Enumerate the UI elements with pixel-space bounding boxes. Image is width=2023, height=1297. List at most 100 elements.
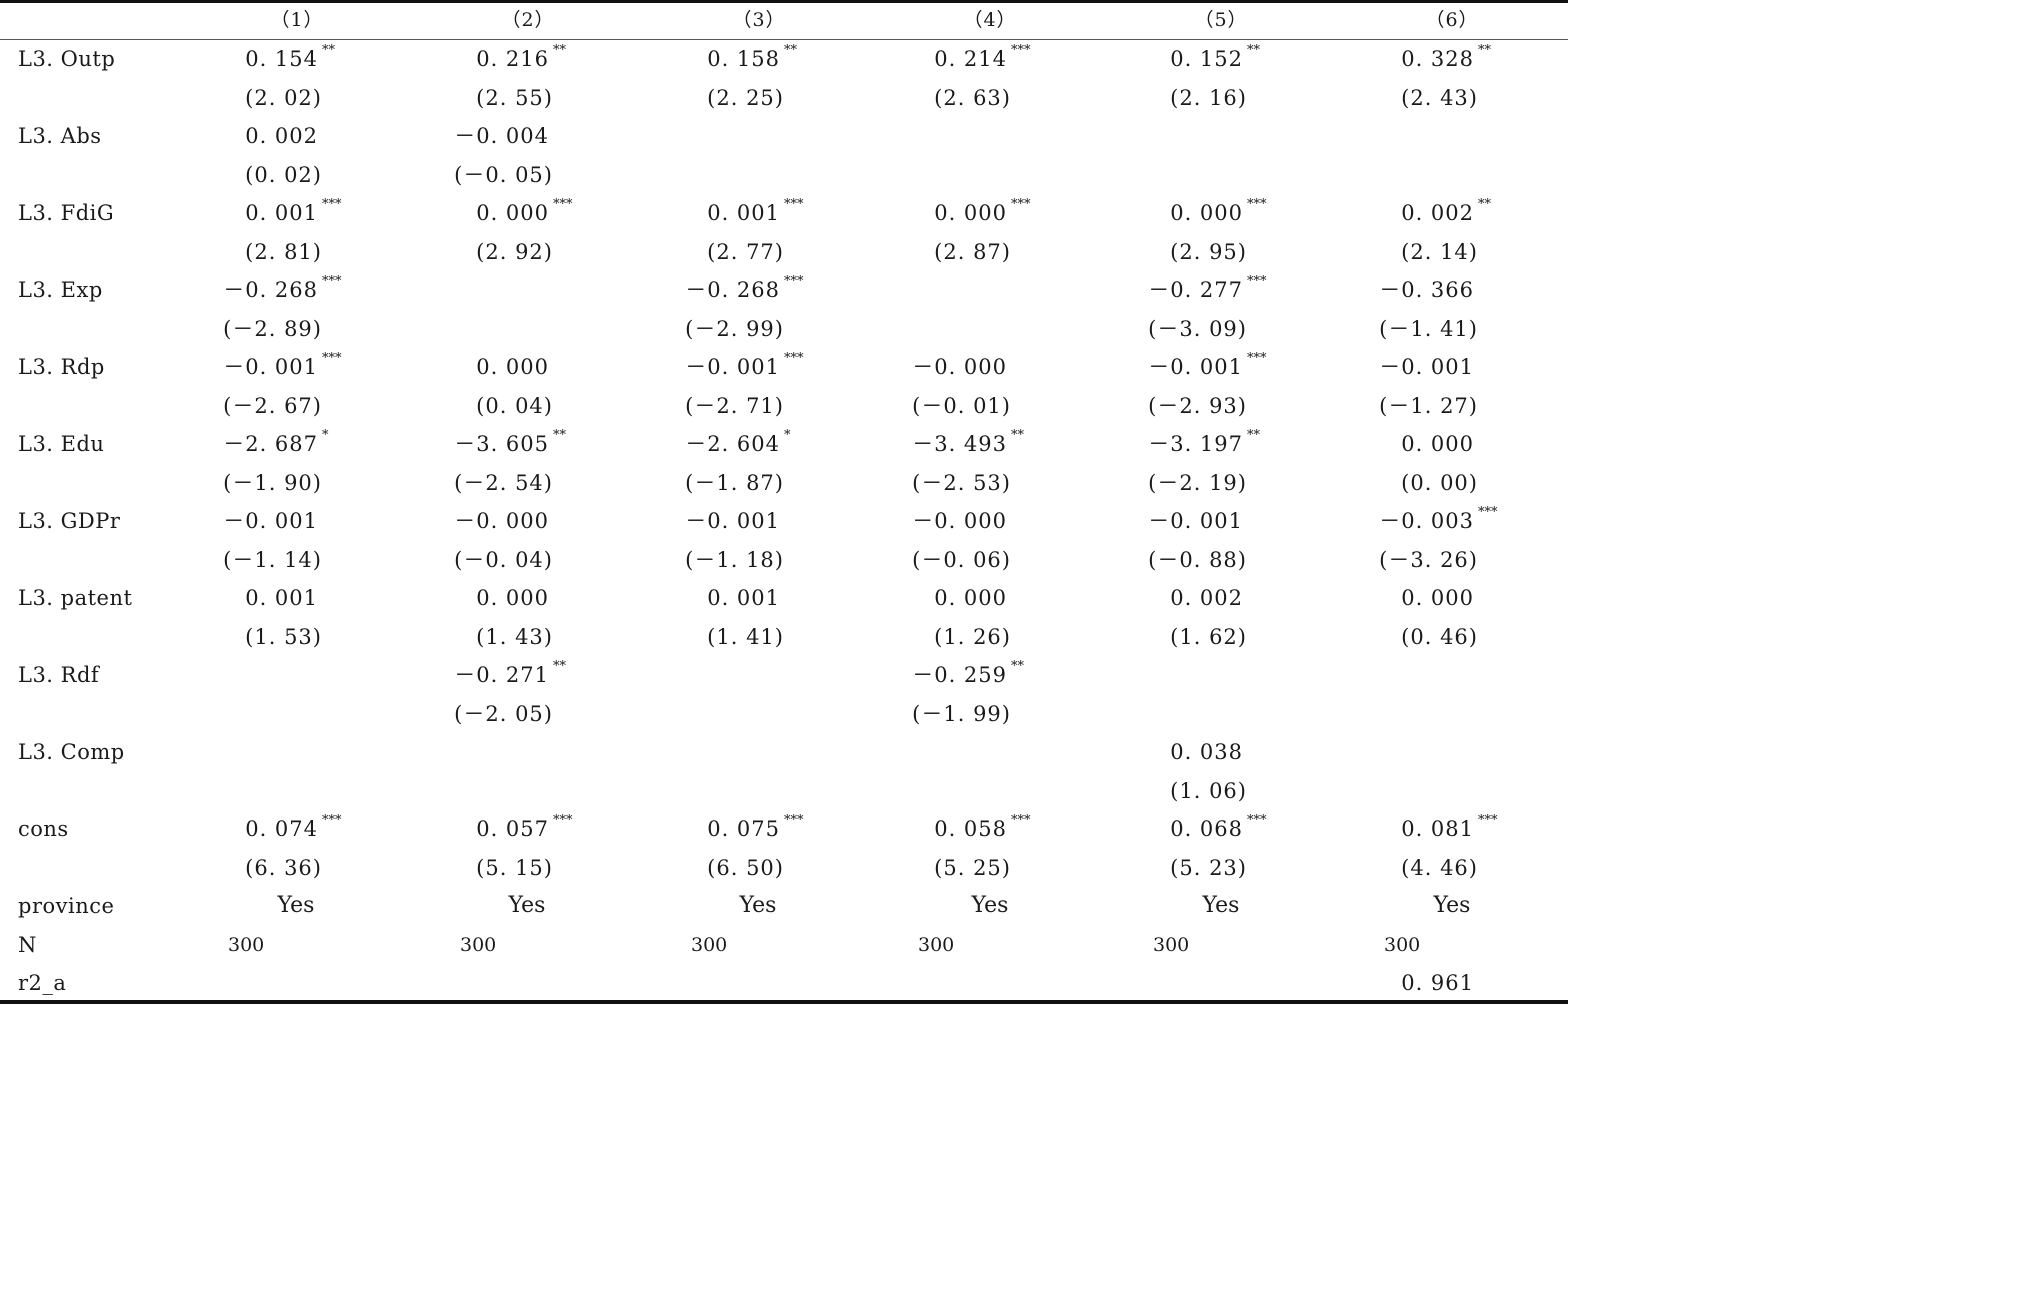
observations-cell: 300	[228, 934, 265, 956]
significance-stars: ***	[1247, 813, 1267, 828]
coefficient-value: 0. 001	[707, 586, 780, 610]
significance-stars: **	[1478, 43, 1491, 58]
coefficient-cell: 0. 214 ***	[934, 40, 1030, 78]
coefficient-cell: 0. 068 ***	[1170, 810, 1266, 848]
t-statistic-cell: (6. 36)	[245, 856, 322, 880]
significance-stars: ***	[553, 813, 573, 828]
coefficient-value: －2. 687 *	[223, 425, 328, 463]
header-rule	[0, 39, 1568, 40]
column-header: （5）	[1194, 9, 1248, 31]
coefficient-value: －0. 001 ***	[685, 348, 803, 386]
coefficient-value: 0. 152 **	[1170, 40, 1260, 78]
coefficient-value: 0. 001 ***	[707, 194, 803, 232]
coefficient-cell: 0. 000	[476, 348, 549, 386]
coefficient-cell: 0. 000	[1401, 579, 1474, 617]
significance-stars: ***	[784, 274, 804, 289]
coefficient-value: －0. 000	[912, 355, 1007, 379]
t-statistic-row: (－1. 14) (－0. 04) (－1. 18) (－0. 06) (－0. 88)…	[0, 541, 1568, 579]
coefficient-row: L3. Rdp －0. 001 *** 0. 000 －0. 001 *** －0. 000…	[0, 348, 1568, 386]
coefficient-value: 0. 038	[1170, 740, 1243, 764]
province-fixed-effect-cell: Yes	[508, 893, 546, 918]
t-statistic-cell: (－1. 27)	[1379, 394, 1478, 418]
t-statistic-row: (－2. 89) (－2. 99) (－3. 09) (－1. 41)	[0, 310, 1568, 348]
t-statistic-cell: (2. 92)	[476, 240, 553, 264]
coefficient-value: 0. 002 **	[1401, 194, 1491, 232]
coefficient-cell: 0. 075 ***	[707, 810, 803, 848]
t-statistic-cell: (－2. 99)	[685, 317, 784, 341]
coefficient-cell: 0. 001 ***	[245, 194, 341, 232]
t-statistic-row: (0. 02) (－0. 05)	[0, 156, 1568, 194]
t-statistic-cell: (－2. 19)	[1148, 471, 1247, 495]
row-label: province	[18, 894, 115, 918]
coefficient-cell: －0. 001	[223, 502, 318, 540]
coefficient-cell: 0. 000	[934, 579, 1007, 617]
t-statistic-cell: (－2. 71)	[685, 394, 784, 418]
t-statistic-cell: (－0. 88)	[1148, 548, 1247, 572]
coefficient-row: L3. patent 0. 001 0. 000 0. 001 0. 000 0. 002…	[0, 579, 1568, 617]
row-label: L3. Comp	[18, 740, 125, 764]
t-statistic-cell: (2. 14)	[1401, 240, 1478, 264]
column-header: （1）	[270, 9, 324, 31]
significance-stars: ***	[1247, 274, 1267, 289]
regression-table: （1） （2） （3） （4） （5） （6） L3. Outp 0. 154 **…	[0, 0, 1568, 1004]
coefficient-cell: 0. 058 ***	[934, 810, 1030, 848]
coefficient-cell: －0. 004	[454, 117, 549, 155]
t-statistic-cell: (－1. 18)	[685, 548, 784, 572]
coefficient-value: 0. 001	[245, 586, 318, 610]
coefficient-cell: －0. 000	[454, 502, 549, 540]
coefficient-value: －0. 277 ***	[1148, 271, 1266, 309]
t-statistic-cell: (2. 43)	[1401, 86, 1478, 110]
r-squared-cell: 0. 961	[1401, 971, 1474, 995]
coefficient-cell: －2. 687 *	[223, 425, 328, 463]
t-statistic-row: (－2. 05) (－1. 99)	[0, 695, 1568, 733]
coefficient-row: L3. Outp 0. 154 ** 0. 216 ** 0. 158 ** 0. 214 **…	[0, 40, 1568, 78]
coefficient-cell: －0. 268 ***	[685, 271, 803, 309]
row-label: L3. FdiG	[18, 201, 115, 225]
row-label: N	[18, 933, 37, 957]
coefficient-cell: 0. 000 ***	[934, 194, 1030, 232]
coefficient-cell: 0. 154 **	[245, 40, 335, 78]
observations-cell: 300	[1384, 934, 1421, 956]
coefficient-row: L3. FdiG 0. 001 *** 0. 000 *** 0. 001 *** 0. 00…	[0, 194, 1568, 232]
t-statistic-cell: (－0. 06)	[912, 548, 1011, 572]
r-squared-row: r2_a 0. 961	[0, 964, 1568, 1002]
coefficient-value: －0. 001	[1379, 355, 1474, 379]
coefficient-cell: －0. 268 ***	[223, 271, 341, 309]
coefficient-value: －2. 604 *	[685, 425, 790, 463]
coefficient-cell: －3. 197 **	[1148, 425, 1260, 463]
row-label: L3. GDPr	[18, 509, 121, 533]
significance-stars: ***	[1247, 351, 1267, 366]
province-fixed-effect-cell: Yes	[1433, 893, 1471, 918]
column-header: （3）	[732, 9, 786, 31]
coefficient-cell: －0. 366	[1379, 271, 1474, 309]
t-statistic-cell: (1. 06)	[1170, 779, 1247, 803]
coefficient-cell: 0. 002	[1170, 579, 1243, 617]
significance-stars: ***	[1011, 197, 1031, 212]
coefficient-cell: －0. 001 ***	[685, 348, 803, 386]
coefficient-cell: 0. 001 ***	[707, 194, 803, 232]
t-statistic-cell: (6. 50)	[707, 856, 784, 880]
t-statistic-cell: (2. 25)	[707, 86, 784, 110]
t-statistic-row: (6. 36) (5. 15) (6. 50) (5. 25) (5. 23) (4. 4…	[0, 849, 1568, 887]
row-label: L3. Rdf	[18, 663, 100, 687]
coefficient-cell: －0. 001	[1379, 348, 1474, 386]
t-statistic-cell: (2. 87)	[934, 240, 1011, 264]
t-statistic-cell: (1. 43)	[476, 625, 553, 649]
t-statistic-cell: (5. 23)	[1170, 856, 1247, 880]
t-statistic-cell: (2. 55)	[476, 86, 553, 110]
coefficient-cell: 0. 216 **	[476, 40, 566, 78]
province-fixed-effect-cell: Yes	[739, 893, 777, 918]
significance-stars: **	[1011, 659, 1024, 674]
coefficient-cell: －2. 604 *	[685, 425, 790, 463]
coefficient-cell: 0. 001	[707, 579, 780, 617]
coefficient-value: 0. 158 **	[707, 40, 797, 78]
coefficient-value: －0. 004	[454, 124, 549, 148]
significance-stars: ***	[322, 813, 342, 828]
coefficient-value: －0. 259 **	[912, 656, 1024, 694]
coefficient-row: L3. Edu －2. 687 * －3. 605 ** －2. 604 * －3. 493 *…	[0, 425, 1568, 463]
significance-stars: ***	[784, 813, 804, 828]
coefficient-cell: －3. 605 **	[454, 425, 566, 463]
significance-stars: *	[784, 428, 791, 443]
coefficient-row: L3. Comp 0. 038	[0, 733, 1568, 771]
significance-stars: ***	[1478, 505, 1498, 520]
